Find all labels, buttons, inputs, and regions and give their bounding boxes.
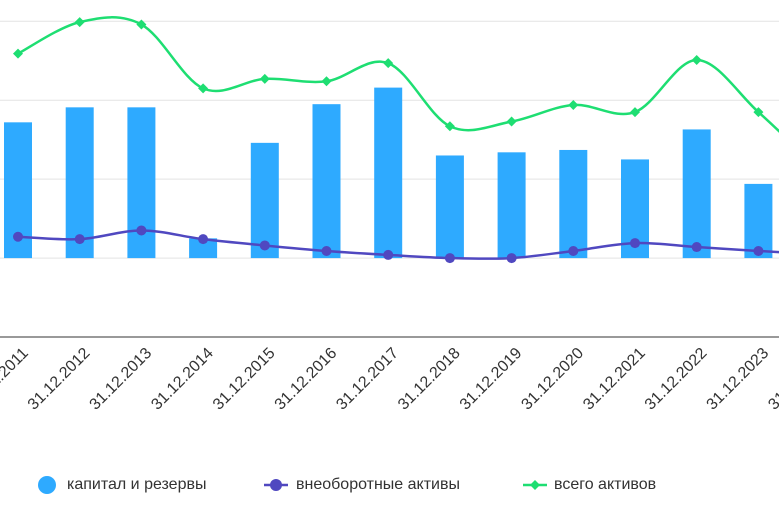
bar (312, 104, 341, 259)
bar (682, 129, 711, 259)
marker (136, 225, 147, 236)
marker (506, 253, 517, 264)
marker (321, 76, 332, 87)
marker (13, 231, 23, 242)
line (17, 229, 779, 260)
marker (259, 240, 270, 251)
marker (568, 99, 579, 110)
marker (13, 48, 23, 59)
marker (198, 83, 209, 94)
bar (435, 155, 464, 259)
marker (383, 249, 394, 260)
legend-label: внеоборотные активы (296, 476, 460, 493)
marker (691, 54, 702, 65)
x-tick-label: 31.12.2016 (272, 345, 341, 414)
bar (374, 87, 403, 259)
marker (506, 116, 517, 127)
bar (65, 107, 94, 259)
bar (250, 142, 279, 259)
legend-item: капитал и резервы (38, 476, 206, 494)
x-tick-label: 31.12.2012 (25, 345, 94, 414)
x-tick-label: 31.12.2014 (148, 345, 217, 414)
x-tick-label: 31.12.2017 (333, 345, 402, 414)
bar (497, 152, 526, 259)
marker (753, 245, 764, 256)
x-tick-label: 31.12.2019 (457, 345, 526, 414)
x-tick-label: 31.12.2021 (580, 345, 649, 414)
marker (321, 245, 332, 256)
legend-label: всего активов (554, 476, 656, 493)
x-tick-label: 31.12.2018 (395, 345, 464, 414)
marker (259, 73, 270, 84)
marker (630, 107, 640, 118)
legend-label: капитал и резервы (67, 476, 206, 493)
legend-item: всего активов (523, 476, 656, 493)
marker (444, 253, 455, 264)
marker (753, 107, 764, 118)
bar (127, 107, 156, 259)
marker (444, 121, 455, 132)
marker (691, 242, 702, 253)
legend-swatch (38, 476, 56, 494)
bar (744, 183, 773, 259)
legend-item: внеоборотные активы (264, 476, 460, 493)
marker (74, 17, 85, 28)
legend-swatch (270, 479, 282, 491)
x-tick-label: 31.12.2023 (704, 345, 773, 414)
x-tick-label: 31.12.2022 (642, 345, 711, 414)
marker (383, 58, 394, 69)
x-tick-label: 31.12.2013 (87, 345, 156, 414)
marker (568, 245, 579, 256)
marker (136, 19, 147, 30)
x-tick-label: 31.12.2015 (210, 345, 279, 414)
x-tick-label: 31.12.2020 (518, 345, 587, 414)
marker (74, 234, 85, 245)
marker (630, 238, 640, 249)
bar (189, 238, 218, 259)
bar (559, 149, 588, 259)
legend-swatch (530, 480, 540, 490)
marker (198, 234, 209, 245)
